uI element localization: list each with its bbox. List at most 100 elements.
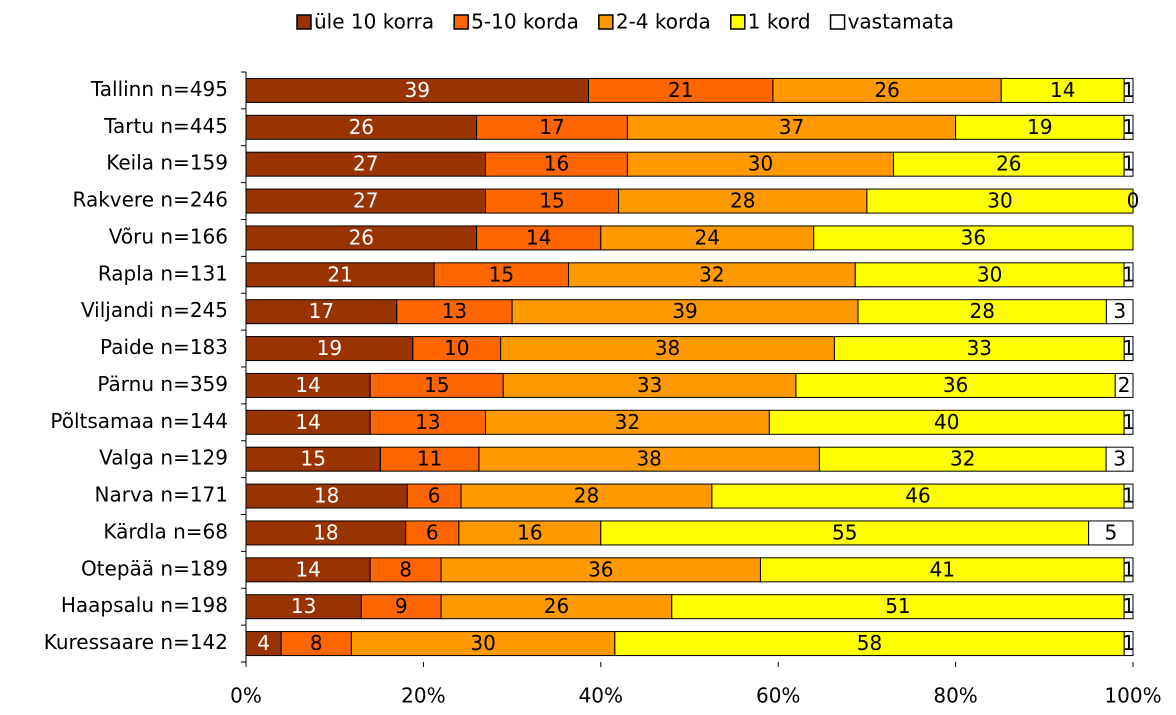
data-label: 11 bbox=[417, 447, 442, 471]
bar-segment bbox=[1105, 299, 1134, 325]
bar-segment bbox=[893, 151, 1125, 177]
data-label: 0 bbox=[1127, 189, 1140, 213]
bar-segment bbox=[476, 225, 602, 251]
bar-segment bbox=[511, 299, 859, 325]
bar-segment bbox=[795, 372, 1116, 398]
bar-segment bbox=[440, 594, 673, 620]
data-label: 51 bbox=[885, 594, 910, 618]
data-label: 33 bbox=[967, 336, 992, 360]
bar-segment bbox=[588, 77, 774, 103]
data-label: 13 bbox=[442, 299, 467, 323]
bar-segment bbox=[772, 77, 1002, 103]
y-tick-label: Kärdla n=68 bbox=[103, 519, 228, 543]
bar-segment bbox=[1088, 520, 1134, 546]
data-label: 1 bbox=[1122, 152, 1135, 176]
bar-segment bbox=[245, 557, 371, 583]
data-label: 6 bbox=[428, 484, 441, 508]
data-label: 18 bbox=[314, 484, 339, 508]
bar-segment bbox=[484, 409, 770, 435]
data-label: 15 bbox=[300, 447, 325, 471]
data-label: 21 bbox=[668, 78, 693, 102]
data-label: 36 bbox=[588, 557, 613, 581]
data-label: 36 bbox=[961, 225, 986, 249]
data-label: 38 bbox=[655, 336, 680, 360]
legend-label: vastamata bbox=[848, 10, 954, 34]
data-label: 19 bbox=[1027, 115, 1052, 139]
bar-segment bbox=[1123, 594, 1134, 620]
data-label: 1 bbox=[1122, 410, 1135, 434]
bar-segment bbox=[568, 262, 856, 288]
data-label: 13 bbox=[291, 594, 316, 618]
legend-swatch bbox=[598, 14, 614, 30]
data-label: 8 bbox=[399, 557, 412, 581]
data-label: 40 bbox=[934, 410, 959, 434]
bar-segment bbox=[626, 114, 957, 140]
bar-segment bbox=[1123, 114, 1134, 140]
data-label: 32 bbox=[699, 262, 724, 286]
bar-segment bbox=[245, 372, 371, 398]
data-label: 46 bbox=[905, 484, 930, 508]
data-label: 17 bbox=[309, 299, 334, 323]
x-tick-label: 100% bbox=[1104, 684, 1161, 708]
data-label: 4 bbox=[257, 631, 270, 655]
bar-segment bbox=[1123, 336, 1134, 362]
data-label: 14 bbox=[295, 557, 320, 581]
bar-segment bbox=[600, 520, 1090, 546]
bar-segment bbox=[833, 336, 1125, 362]
data-label: 2 bbox=[1118, 373, 1131, 397]
data-label: 16 bbox=[517, 520, 542, 544]
data-label: 14 bbox=[1050, 78, 1075, 102]
bar-segment bbox=[857, 299, 1107, 325]
data-label: 30 bbox=[470, 631, 495, 655]
data-label: 26 bbox=[874, 78, 899, 102]
bar-segment bbox=[1123, 409, 1134, 435]
data-label: 26 bbox=[996, 152, 1021, 176]
data-label: 3 bbox=[1113, 447, 1126, 471]
data-label: 33 bbox=[637, 373, 662, 397]
y-tick-label: Tartu n=445 bbox=[103, 114, 228, 138]
y-tick-label: Haapsalu n=198 bbox=[61, 593, 228, 617]
data-label: 6 bbox=[426, 520, 439, 544]
bar-segment bbox=[1123, 483, 1134, 509]
bar-segment bbox=[1123, 262, 1134, 288]
bar-segment bbox=[1123, 151, 1134, 177]
bar-segment bbox=[818, 446, 1107, 472]
data-label: 27 bbox=[353, 152, 378, 176]
data-label: 30 bbox=[748, 152, 773, 176]
bar-segment bbox=[478, 446, 820, 472]
data-label: 16 bbox=[544, 152, 569, 176]
data-label: 32 bbox=[615, 410, 640, 434]
bar-segment bbox=[245, 483, 408, 509]
bar-segment bbox=[1114, 372, 1134, 398]
bar-segment bbox=[813, 225, 1134, 251]
legend-swatch bbox=[829, 14, 846, 30]
y-tick-label: Tallinn n=495 bbox=[90, 77, 228, 101]
x-tick-label: 80% bbox=[933, 684, 977, 708]
y-tick-label: Viljandi n=245 bbox=[81, 298, 228, 322]
data-label: 30 bbox=[987, 189, 1012, 213]
data-label: 5 bbox=[1104, 520, 1117, 544]
y-tick-label: Paide n=183 bbox=[100, 335, 228, 359]
bar-segment bbox=[1123, 557, 1134, 583]
data-label: 1 bbox=[1122, 484, 1135, 508]
data-label: 24 bbox=[695, 225, 720, 249]
bar-segment bbox=[626, 151, 895, 177]
x-tick-label: 40% bbox=[579, 684, 623, 708]
bar-segment bbox=[280, 631, 352, 657]
y-tick-label: Rapla n=131 bbox=[98, 261, 228, 285]
bar-segment bbox=[1000, 77, 1125, 103]
data-label: 26 bbox=[349, 115, 374, 139]
data-label: 19 bbox=[317, 336, 342, 360]
data-label: 58 bbox=[857, 631, 882, 655]
data-label: 1 bbox=[1122, 115, 1135, 139]
data-label: 18 bbox=[313, 520, 338, 544]
data-label: 9 bbox=[395, 594, 408, 618]
data-label: 55 bbox=[832, 520, 857, 544]
data-label: 1 bbox=[1122, 594, 1135, 618]
y-tick-label: Keila n=159 bbox=[106, 151, 228, 175]
bar-segment bbox=[484, 151, 628, 177]
data-label: 32 bbox=[950, 447, 975, 471]
data-label: 1 bbox=[1122, 631, 1135, 655]
data-label: 8 bbox=[310, 631, 323, 655]
legend-label: 1 kord bbox=[748, 10, 811, 34]
